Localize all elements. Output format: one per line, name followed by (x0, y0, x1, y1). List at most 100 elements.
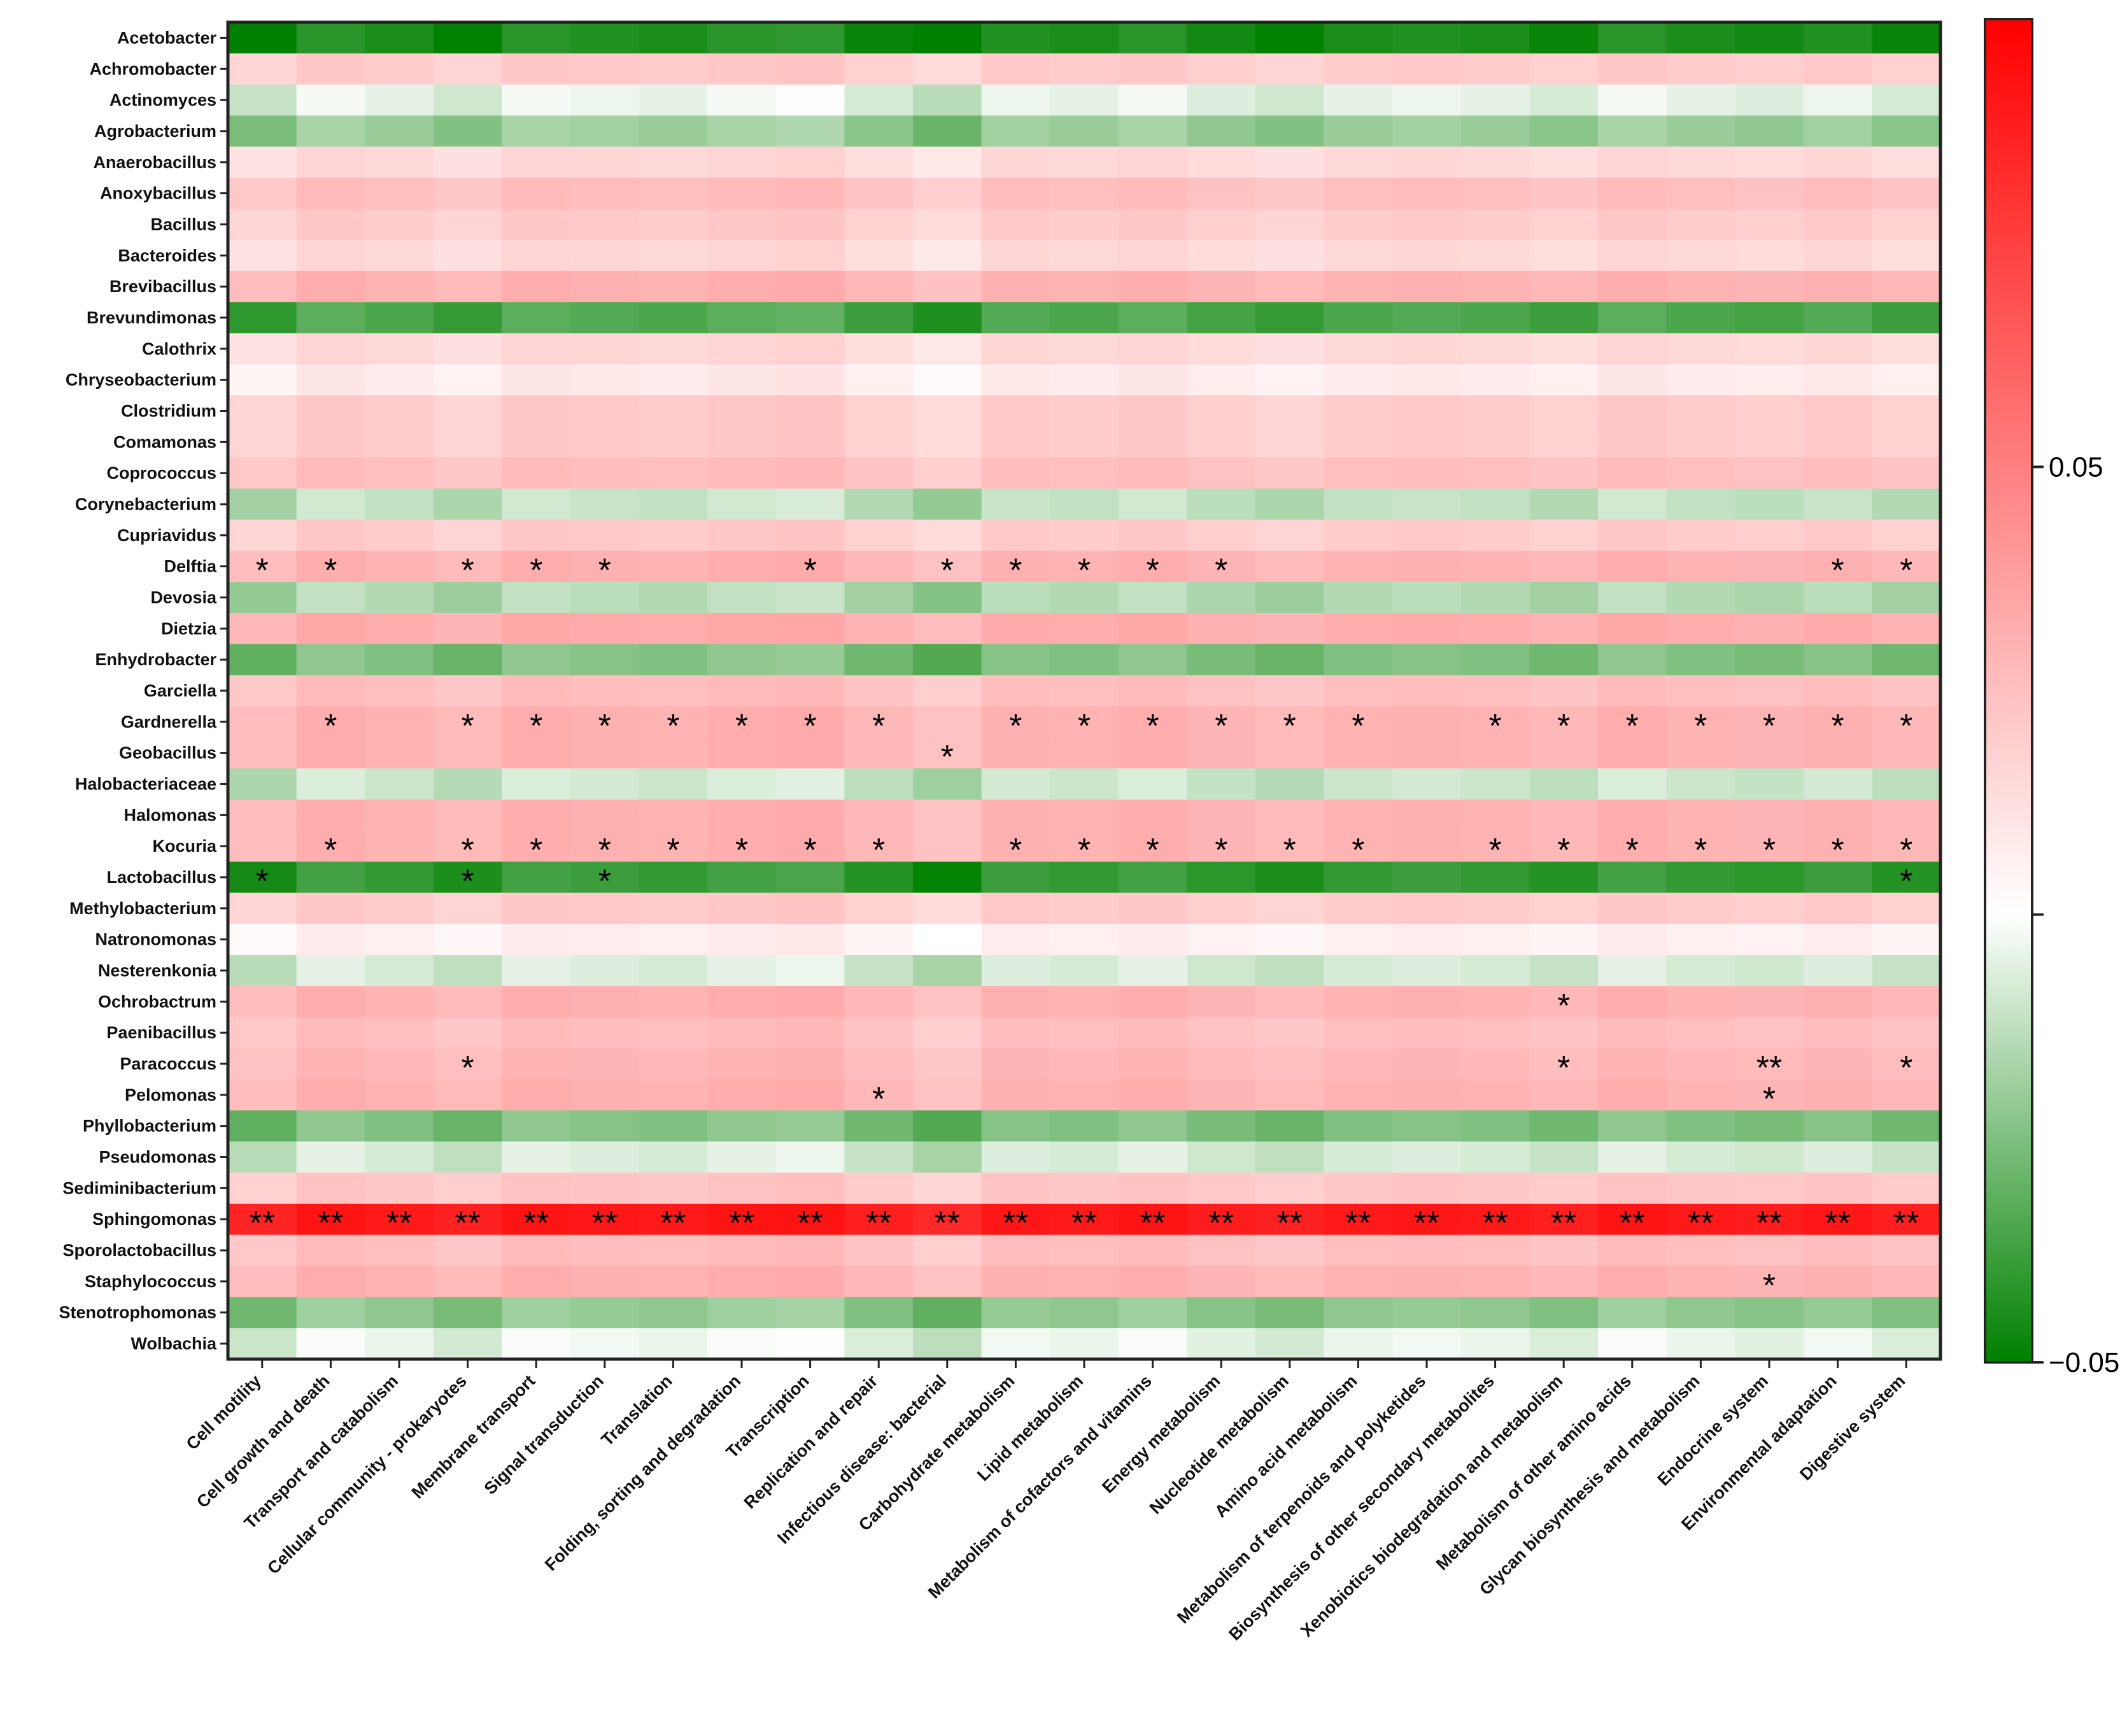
heatmap-cell (1529, 861, 1599, 894)
heatmap-cell (1460, 799, 1530, 831)
heatmap-cell (296, 302, 365, 334)
heatmap-cell (981, 955, 1050, 987)
heatmap-cell (1324, 1048, 1393, 1080)
heatmap-cell (1050, 53, 1119, 85)
heatmap-cell (228, 924, 297, 956)
heatmap-cell (1529, 395, 1599, 427)
heatmap-cell (707, 861, 777, 894)
significance-mark: * (872, 708, 885, 745)
heatmap-cell (775, 1266, 845, 1297)
heatmap-cell (570, 457, 640, 490)
heatmap-cell (844, 519, 914, 551)
heatmap-cell (775, 861, 845, 894)
heatmap-cell (228, 955, 297, 987)
heatmap-cell (639, 239, 708, 272)
heatmap-cell (1666, 333, 1735, 365)
heatmap-cell (707, 830, 777, 863)
heatmap-cell (1460, 644, 1530, 676)
heatmap-cell (1255, 1297, 1325, 1329)
significance-mark: * (1694, 832, 1707, 869)
heatmap-cell (365, 209, 434, 241)
heatmap-cell (1872, 53, 1941, 85)
significance-mark: * (461, 708, 474, 745)
heatmap-cell (844, 551, 914, 582)
heatmap-cell (639, 115, 708, 147)
heatmap-cell (1324, 706, 1393, 738)
heatmap-cell (296, 271, 365, 303)
heatmap-cell (1872, 209, 1941, 241)
heatmap-cell (1050, 551, 1119, 582)
heatmap-cell (844, 1234, 914, 1267)
heatmap-cell (1324, 644, 1393, 676)
heatmap-cell (502, 612, 571, 645)
heatmap-cell (1392, 1328, 1462, 1360)
heatmap-cell (1324, 1110, 1393, 1142)
heatmap-cell (1872, 333, 1941, 365)
heatmap-cell (1598, 457, 1667, 490)
heatmap-cell (844, 1203, 914, 1236)
heatmap-cell (1735, 737, 1804, 769)
heatmap-cell (1803, 1266, 1872, 1297)
significance-mark: * (735, 832, 748, 869)
heatmap-cell (228, 582, 297, 614)
heatmap-cell (1872, 519, 1941, 551)
heatmap-cell (1666, 1141, 1735, 1173)
heatmap-cell (775, 519, 845, 551)
heatmap-cell (1803, 1017, 1872, 1049)
heatmap-cell (296, 519, 365, 551)
heatmap-cell (1529, 53, 1599, 85)
heatmap-cell (1598, 271, 1667, 303)
heatmap-cell (1324, 1266, 1393, 1297)
heatmap-cell (844, 239, 914, 272)
heatmap-cell (1735, 488, 1804, 520)
heatmap-cell (228, 985, 297, 1018)
column-label: Biosynthesis of other secondary metaboli… (1225, 1371, 1498, 1644)
heatmap-cell (1324, 519, 1393, 551)
heatmap-cell (1118, 209, 1187, 241)
heatmap-cell (570, 675, 640, 707)
heatmap-cell (639, 551, 708, 582)
heatmap-cell (570, 488, 640, 520)
heatmap-cell (1050, 706, 1119, 738)
heatmap-cell (502, 1017, 571, 1049)
heatmap-cell (1187, 706, 1256, 738)
colorbar-tick-label: −0.05 (2049, 1347, 2119, 1378)
heatmap-cell (433, 1079, 502, 1111)
heatmap-cell (639, 737, 708, 769)
heatmap-cell (570, 1172, 640, 1204)
heatmap-cell (1598, 426, 1667, 458)
row-label: Brevundimonas (87, 308, 216, 327)
heatmap-cell (1187, 1297, 1256, 1329)
heatmap-cell (707, 1172, 777, 1204)
heatmap-cell (1187, 395, 1256, 427)
significance-mark: ** (386, 1205, 412, 1242)
significance-mark: * (1488, 708, 1501, 745)
significance-mark: ** (866, 1205, 891, 1242)
heatmap-cell (844, 209, 914, 241)
heatmap-cell (1187, 115, 1256, 147)
column-label: Membrane transport (408, 1371, 539, 1502)
heatmap-cell (1529, 1234, 1599, 1267)
heatmap-cell (1735, 1203, 1804, 1236)
heatmap-cell (1050, 1017, 1119, 1049)
heatmap-cell (844, 830, 914, 863)
heatmap-cell (1529, 239, 1599, 272)
heatmap-cell (1803, 302, 1872, 334)
heatmap-cell (981, 861, 1050, 894)
heatmap-cell (1598, 706, 1667, 738)
heatmap-cell (570, 364, 640, 396)
heatmap-cell (1050, 333, 1119, 365)
heatmap-cell (1050, 426, 1119, 458)
significance-mark: * (530, 708, 542, 745)
heatmap-cell (365, 239, 434, 272)
heatmap-cell (1050, 1079, 1119, 1111)
heatmap-cell (1118, 364, 1187, 396)
heatmap-cell (1187, 302, 1256, 334)
heatmap-cell (639, 830, 708, 863)
heatmap-cell (707, 706, 777, 738)
heatmap-cell (1255, 426, 1325, 458)
heatmap-cell (707, 1017, 777, 1049)
heatmap-cell (1324, 364, 1393, 396)
heatmap-cell (844, 146, 914, 178)
heatmap-cell (433, 1172, 502, 1204)
